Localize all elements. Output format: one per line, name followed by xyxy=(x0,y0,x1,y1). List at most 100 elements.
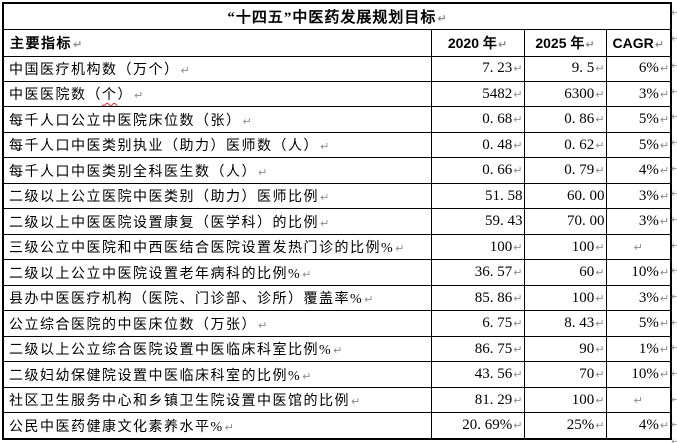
table-row: 二级以上中医医院设置康复（医学科）的比例↵ 59. 43 70. 00 3%↵ xyxy=(2,208,672,235)
paragraph-mark-icon: ↵ xyxy=(595,62,605,76)
paragraph-mark-icon: ↵ xyxy=(659,266,670,280)
value-2025-cell[interactable]: 100↵ xyxy=(523,233,607,261)
value-cagr-cell[interactable]: ↵ xyxy=(605,233,672,261)
value-2020-cell[interactable]: 7. 23↵ xyxy=(430,55,525,82)
row-end-mark-icon: ↵ xyxy=(671,187,677,200)
value-2020-cell[interactable]: 81. 29↵ xyxy=(430,386,525,414)
table-row: 二级妇幼保健院设置中医临床科室的比例%↵ 43. 56↵ 70↵ 10%↵ xyxy=(2,361,672,388)
value-2025-cell[interactable]: 25%↵ xyxy=(523,412,607,440)
value-2020-cell[interactable]: 0. 48↵ xyxy=(430,131,525,159)
value-2020-cell[interactable]: 20. 69%↵ xyxy=(430,412,525,440)
value-2025-cell[interactable]: 0. 79↵ xyxy=(523,157,607,184)
value-2025-cell[interactable]: 70↵ xyxy=(523,361,607,388)
value-2020-cell[interactable]: 85. 86↵ xyxy=(430,284,525,312)
value-2025-cell[interactable]: 0. 62↵ xyxy=(523,131,607,159)
value-2025-cell[interactable]: 0. 86↵ xyxy=(523,106,607,133)
column-header-cagr[interactable]: CAGR↵ xyxy=(605,28,672,57)
value-2025-cell[interactable]: 90↵ xyxy=(523,335,607,363)
value-2025-cell[interactable]: 70. 00 xyxy=(523,208,607,235)
table-row: 每千人口公立中医院床位数（张）↵ 0. 68↵ 0. 86↵ 5%↵ xyxy=(2,106,672,133)
indicator-cell[interactable]: 三级公立中医院和中西医结合医院设置发热门诊的比例%↵ xyxy=(2,233,432,261)
table-row: 公民中医药健康文化素养水平%↵ 20. 69%↵ 25%↵ 4%↵ xyxy=(2,412,672,440)
paragraph-mark-icon: ↵ xyxy=(320,191,330,205)
indicator-cell[interactable]: 每千人口公立中医院床位数（张）↵ xyxy=(2,106,432,133)
paragraph-mark-icon: ↵ xyxy=(659,87,670,101)
table-title-row: “十四五”中医药发展规划目标↵ xyxy=(2,2,672,30)
indicator-cell[interactable]: 二级以上公立中医院设置老年病科的比例%↵ xyxy=(2,259,432,286)
paragraph-mark-icon: ↵ xyxy=(595,393,605,407)
table-title-cell[interactable]: “十四五”中医药发展规划目标↵ xyxy=(2,2,672,30)
paragraph-mark-icon: ↵ xyxy=(302,267,312,281)
value-2025-cell[interactable]: 60. 00 xyxy=(523,182,607,210)
row-end-mark-icon: ↵ xyxy=(671,418,677,431)
value-2025-cell[interactable]: 8. 43↵ xyxy=(523,310,607,337)
value-2025-cell[interactable]: 100↵ xyxy=(523,386,607,414)
paragraph-mark-icon: ↵ xyxy=(659,419,670,433)
row-end-mark-icon: ↵ xyxy=(671,290,677,303)
value-2020-cell[interactable]: 100↵ xyxy=(430,233,525,261)
paragraph-mark-icon: ↵ xyxy=(258,165,268,179)
indicator-cell[interactable]: 二级妇幼保健院设置中医临床科室的比例%↵ xyxy=(2,361,432,388)
value-2020-cell[interactable]: 59. 43 xyxy=(430,208,525,235)
value-2020-cell[interactable]: 5482↵ xyxy=(430,80,525,108)
paragraph-mark-icon: ↵ xyxy=(513,368,523,382)
value-2025-cell[interactable]: 60↵ xyxy=(523,259,607,286)
paragraph-mark-icon: ↵ xyxy=(224,420,234,434)
paragraph-mark-icon: ↵ xyxy=(258,318,268,332)
row-end-mark-icon: ↵ xyxy=(671,85,677,98)
value-cagr-cell[interactable]: 5%↵ xyxy=(605,310,672,337)
indicator-cell[interactable]: 二级以上公立综合医院设置中医临床科室比例%↵ xyxy=(2,335,432,363)
value-cagr-cell[interactable]: 3%↵ xyxy=(605,182,672,210)
value-cagr-cell[interactable]: 1%↵ xyxy=(605,335,672,363)
table-row: 每千人口中医类别执业（助力）医师数（人）↵ 0. 48↵ 0. 62↵ 5%↵ xyxy=(2,131,672,159)
value-2025-cell[interactable]: 9. 5↵ xyxy=(523,55,607,82)
paragraph-mark-icon: ↵ xyxy=(513,240,523,254)
indicator-cell[interactable]: 公民中医药健康文化素养水平%↵ xyxy=(2,412,432,440)
value-cagr-cell[interactable]: 5%↵ xyxy=(605,131,672,159)
indicator-cell[interactable]: 公立综合医院的中医床位数（万张）↵ xyxy=(2,310,432,337)
value-2020-cell[interactable]: 0. 68↵ xyxy=(430,106,525,133)
indicator-cell[interactable]: 二级以上中医医院设置康复（医学科）的比例↵ xyxy=(2,208,432,235)
value-2020-cell[interactable]: 86. 75↵ xyxy=(430,335,525,363)
column-header-indicator[interactable]: 主要指标↵ xyxy=(2,28,432,57)
indicator-cell[interactable]: 二级以上公立医院中医类别（助力）医师比例↵ xyxy=(2,182,432,210)
paragraph-mark-icon: ↵ xyxy=(654,37,664,51)
value-cagr-cell[interactable]: 10%↵ xyxy=(605,259,672,286)
value-2025-cell[interactable]: 6300↵ xyxy=(523,80,607,108)
value-cagr-cell[interactable]: 4%↵ xyxy=(605,412,672,440)
value-cagr-cell[interactable]: 5%↵ xyxy=(605,106,672,133)
value-2020-cell[interactable]: 0. 66↵ xyxy=(430,157,525,184)
value-2025-cell[interactable]: 100↵ xyxy=(523,284,607,312)
column-header-2020[interactable]: 2020 年↵ xyxy=(430,28,525,57)
paragraph-mark-icon: ↵ xyxy=(659,62,670,76)
spellcheck-underline: 个 xyxy=(102,88,118,104)
paragraph-mark-icon: ↵ xyxy=(513,138,523,152)
indicator-cell[interactable]: 每千人口中医类别执业（助力）医师数（人）↵ xyxy=(2,131,432,159)
value-cagr-cell[interactable]: 3%↵ xyxy=(605,80,672,108)
value-cagr-cell[interactable]: 6%↵ xyxy=(605,55,672,82)
value-2020-cell[interactable]: 6. 75↵ xyxy=(430,310,525,337)
value-cagr-cell[interactable]: 4%↵ xyxy=(605,157,672,184)
indicator-cell[interactable]: 社区卫生服务中心和乡镇卫生院设置中医馆的比例↵ xyxy=(2,386,432,414)
indicator-cell[interactable]: 每千人口中医类别全科医生数（人）↵ xyxy=(2,157,432,184)
value-cagr-cell[interactable]: ↵ xyxy=(605,386,672,414)
indicator-cell[interactable]: 县办中医医疗机构（医院、门诊部、诊所）覆盖率%↵ xyxy=(2,284,432,312)
paragraph-mark-icon: ↵ xyxy=(180,63,190,77)
value-2020-cell[interactable]: 51. 58 xyxy=(430,182,525,210)
paragraph-mark-icon: ↵ xyxy=(659,113,670,127)
value-2020-cell[interactable]: 36. 57↵ xyxy=(430,259,525,286)
value-cagr-cell[interactable]: 3%↵ xyxy=(605,284,672,312)
value-cagr-cell[interactable]: 10%↵ xyxy=(605,361,672,388)
value-2020-cell[interactable]: 43. 56↵ xyxy=(430,361,525,388)
row-end-mark-icon: ↵ xyxy=(671,32,677,45)
value-cagr-cell[interactable]: 3%↵ xyxy=(605,208,672,235)
indicator-cell[interactable]: 中国医疗机构数（万个）↵ xyxy=(2,55,432,82)
row-end-mark-icon: ↵ xyxy=(671,136,677,149)
paragraph-mark-icon: ↵ xyxy=(595,266,605,280)
paragraph-mark-icon: ↵ xyxy=(513,113,523,127)
column-header-2025[interactable]: 2025 年↵ xyxy=(523,28,607,57)
indicator-cell[interactable]: 中医医院数（个）↵ xyxy=(2,80,432,108)
paragraph-mark-icon: ↵ xyxy=(585,37,595,51)
row-end-mark-icon: ↵ xyxy=(671,213,677,226)
